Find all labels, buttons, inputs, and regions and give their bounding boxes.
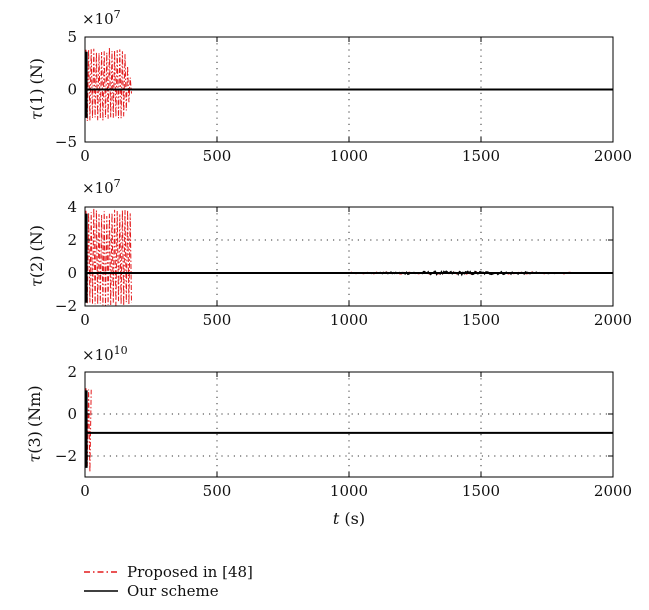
legend: Proposed in [48] Our scheme: [84, 563, 253, 600]
y-ticks-1: −5 0 5: [55, 28, 613, 151]
x-tick-label: 1000: [330, 311, 368, 329]
x-tick-label: 0: [80, 482, 90, 500]
legend-label-ours: Our scheme: [127, 582, 219, 600]
y-tick-label: 2: [67, 231, 77, 249]
y-tick-label: 4: [67, 198, 77, 216]
exponent-label-2: ×107: [82, 177, 121, 197]
y-tick-label: 0: [67, 405, 77, 423]
x-ticks-2: 0 500 1000 1500 2000: [80, 207, 632, 329]
proposed-series-3: [85, 388, 92, 473]
proposed-oscillation: [85, 47, 132, 122]
legend-label-proposed: Proposed in [48]: [127, 563, 253, 581]
x-axis-label: t (s): [333, 509, 365, 528]
x-tick-label: 0: [80, 311, 90, 329]
y-tick-label: 0: [67, 264, 77, 282]
y-axis-label-2: τ(2)(N): [27, 225, 46, 287]
y-axis-label-3: τ(3)(Nm): [25, 385, 44, 462]
proposed-oscillation: [85, 207, 132, 306]
y-ticks-2: −2 0 2 4: [55, 198, 613, 315]
x-tick-label: 1500: [462, 311, 500, 329]
exponent-label-3: ×1010: [82, 344, 128, 364]
x-tick-label: 1500: [462, 147, 500, 165]
plot-frame-3: [84, 371, 614, 478]
x-tick-label: 2000: [594, 147, 632, 165]
x-tick-label: 2000: [594, 311, 632, 329]
x-tick-label: 500: [203, 311, 232, 329]
y-ticks-3: −2 0 2: [55, 363, 613, 465]
exponent-label-1: ×107: [82, 8, 121, 28]
x-tick-label: 1000: [330, 147, 368, 165]
y-tick-label: 5: [67, 28, 77, 46]
proposed-series-2: [85, 207, 132, 306]
proposed-oscillation: [85, 388, 92, 473]
subplot-3: 0 500 1000 1500 2000 −202 ×1010 τ(3)(Nm) t (s…: [25, 344, 632, 528]
x-tick-label: 1500: [462, 482, 500, 500]
grid-3: [85, 372, 613, 477]
x-tick-label: 500: [203, 147, 232, 165]
x-tick-label: 2000: [594, 482, 632, 500]
y-axis-label-1: τ(1)(N): [27, 58, 46, 120]
plot-frame-2: [84, 206, 614, 307]
x-tick-label: 1000: [330, 482, 368, 500]
subplot-1: 0 500 1000 1500 2000 −505 ×107 τ(1)(N): [27, 8, 632, 165]
x-ticks-3: 0 500 1000 1500 2000: [80, 372, 632, 500]
y-tick-label: −5: [55, 133, 77, 151]
x-tick-label: 500: [203, 482, 232, 500]
proposed-series-1: [85, 47, 132, 122]
grid-2: [85, 207, 613, 306]
y-tick-label: −2: [55, 297, 77, 315]
y-tick-label: 0: [67, 81, 77, 99]
y-tick-label: −2: [55, 447, 77, 465]
x-tick-label: 0: [80, 147, 90, 165]
x-ticks-1: 0 500 1000 1500 2000: [80, 37, 632, 165]
y-tick-label: 2: [67, 363, 77, 381]
